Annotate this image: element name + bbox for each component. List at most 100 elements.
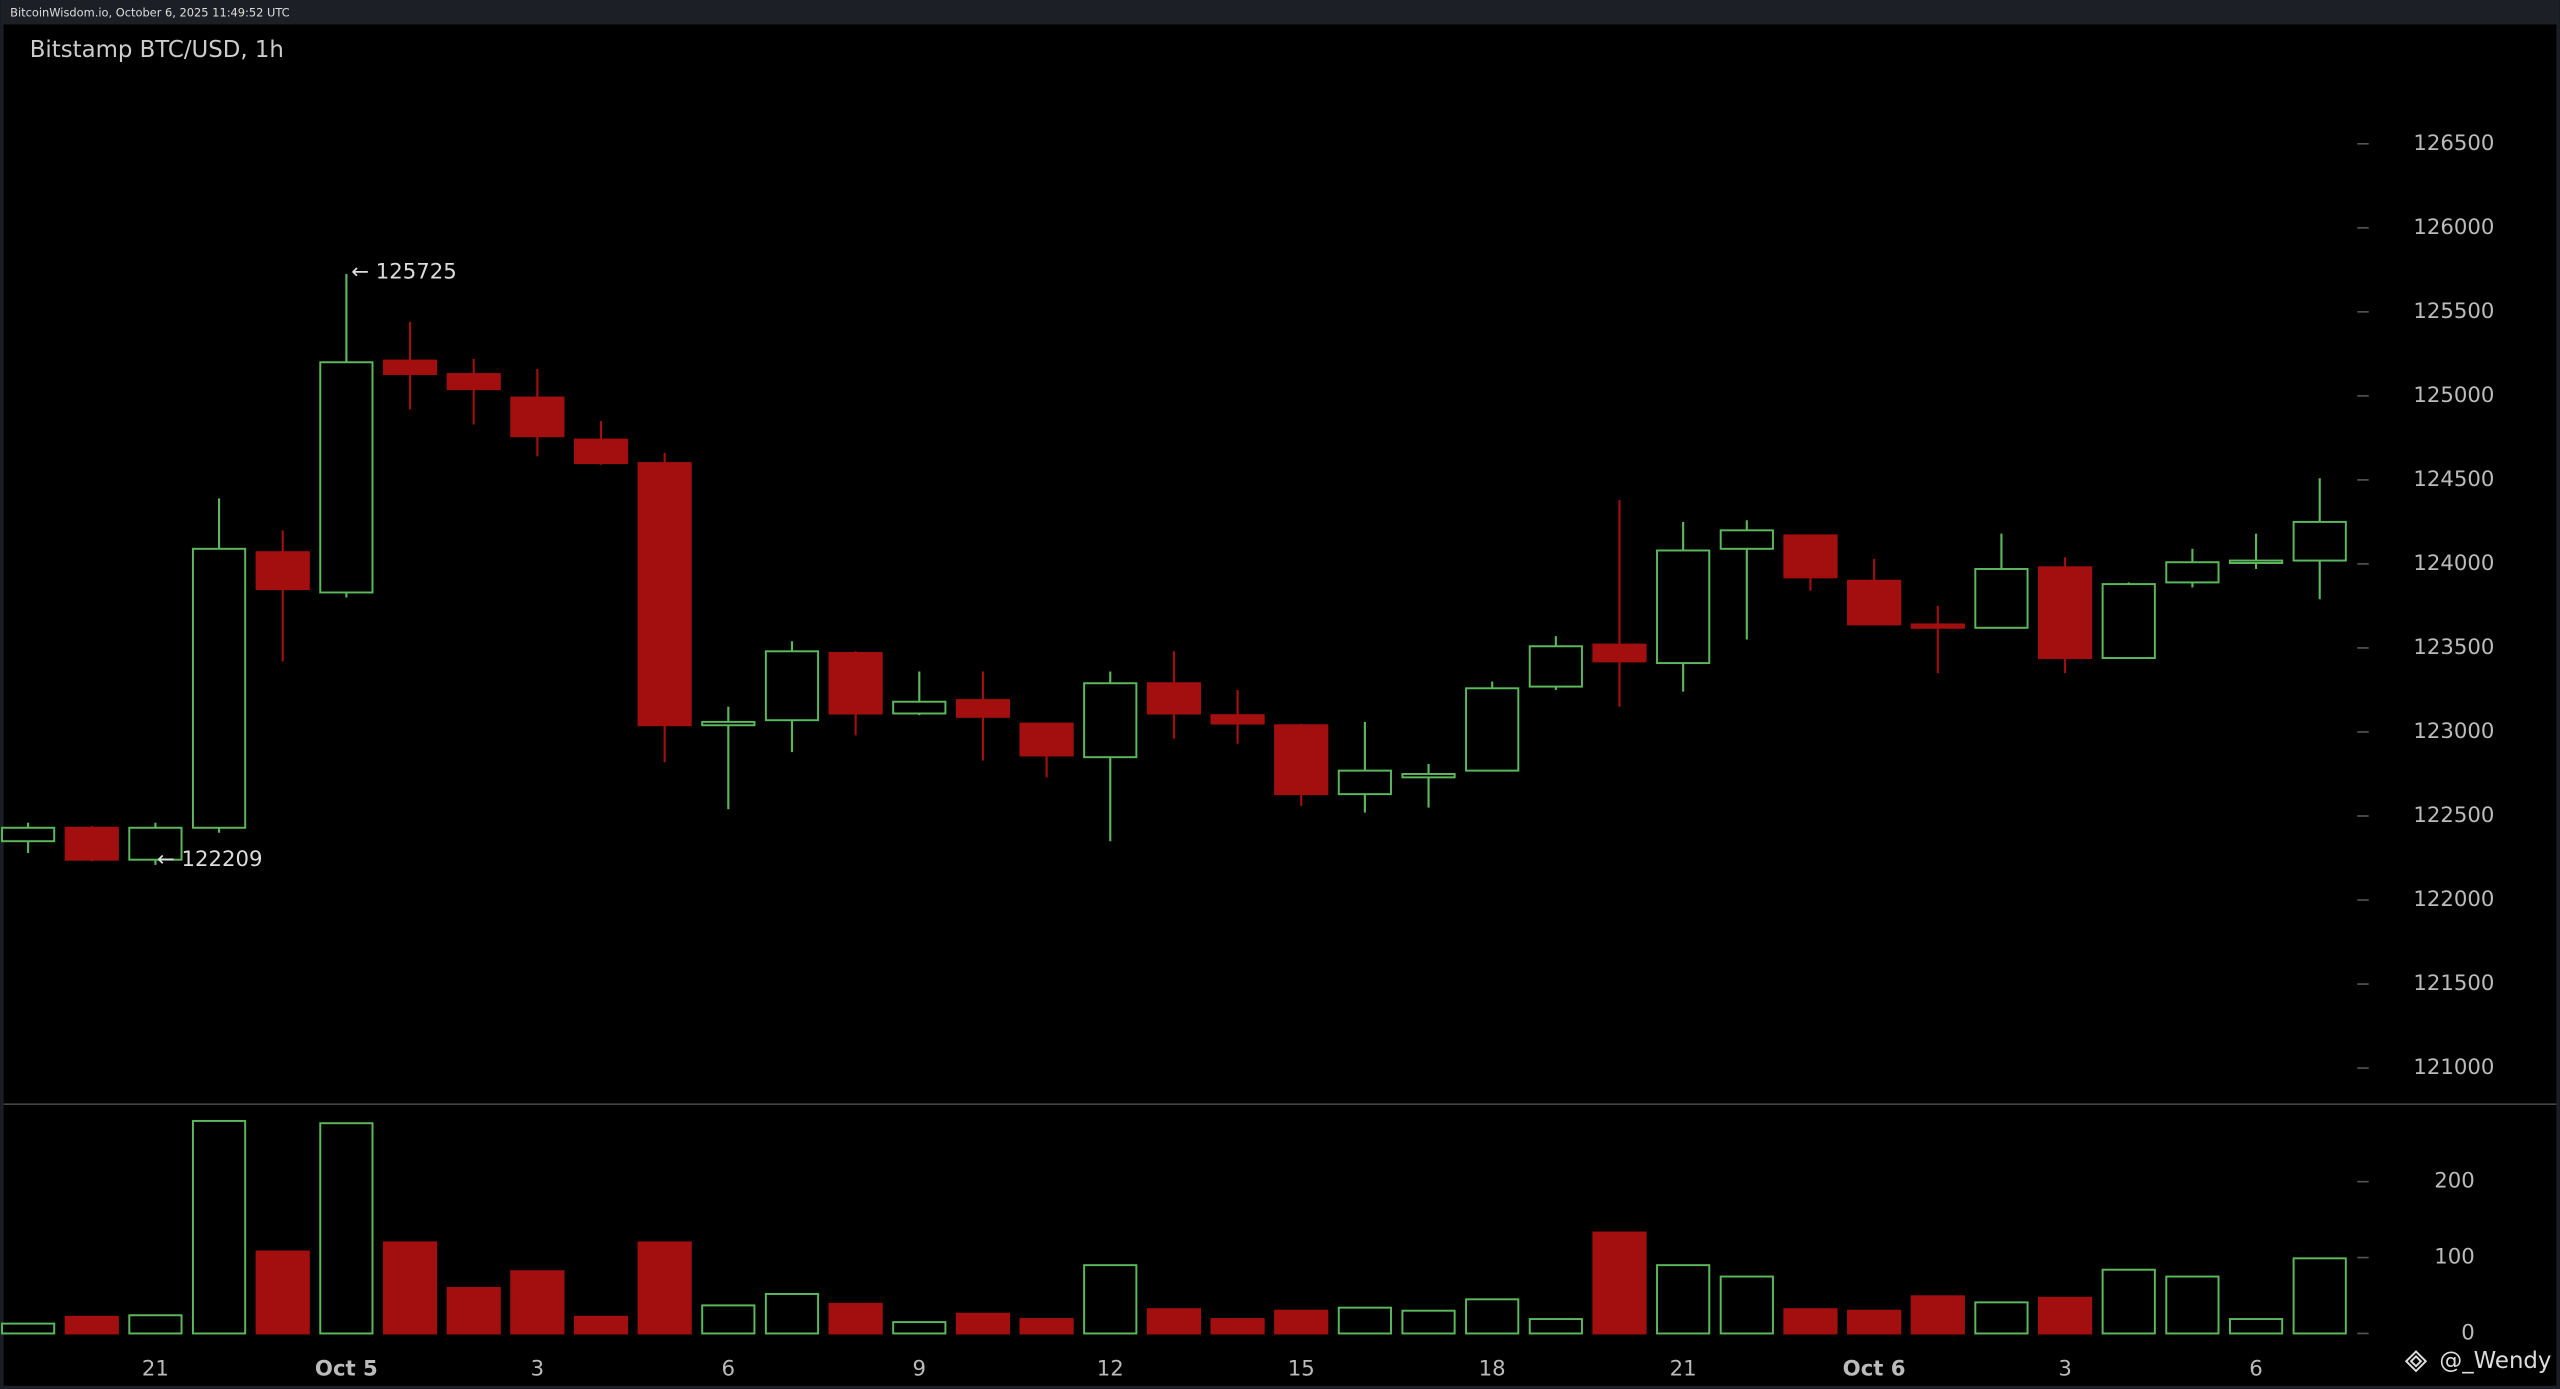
candle-body bbox=[2101, 583, 2156, 660]
x-tick-label: 15 bbox=[1288, 1356, 1315, 1381]
y-tick-label: 126000 bbox=[2413, 215, 2494, 240]
candle-body bbox=[255, 551, 310, 591]
candle-body bbox=[1337, 769, 1392, 796]
watermark-icon bbox=[2404, 1350, 2428, 1373]
y-tick-label: 123500 bbox=[2413, 635, 2494, 660]
y-tick-label: 122500 bbox=[2413, 803, 2494, 828]
volume-bar bbox=[1, 1322, 56, 1335]
x-tick-label: 21 bbox=[1670, 1356, 1697, 1381]
volume-bar bbox=[2165, 1275, 2220, 1335]
candle-body bbox=[2292, 520, 2347, 562]
candle-body bbox=[1656, 549, 1711, 665]
candle-body bbox=[1974, 567, 2029, 629]
candle-body bbox=[764, 650, 820, 722]
volume-bar bbox=[764, 1293, 820, 1335]
volume-bar bbox=[1910, 1295, 1965, 1335]
y-tick-label: 125500 bbox=[2413, 299, 2494, 324]
volume-bar bbox=[2228, 1318, 2284, 1335]
y-tick-label: 122000 bbox=[2413, 887, 2494, 912]
y-tick-label: 123000 bbox=[2413, 719, 2494, 744]
candle-body bbox=[2165, 561, 2220, 584]
volume-bar bbox=[1210, 1318, 1265, 1335]
max-annotation: ← 125725 bbox=[351, 259, 456, 284]
volume-bar bbox=[255, 1250, 310, 1335]
candle-body bbox=[1146, 682, 1202, 715]
candle-body bbox=[1910, 623, 1965, 629]
volume-tick-label: 100 bbox=[2434, 1245, 2474, 1270]
volume-bar bbox=[1656, 1264, 1711, 1335]
volume-bar bbox=[1019, 1318, 1074, 1335]
candle-body bbox=[128, 826, 183, 861]
y-tick-label: 121500 bbox=[2413, 971, 2494, 996]
candle-body bbox=[1719, 529, 1774, 550]
volume-bar bbox=[2101, 1268, 2156, 1335]
volume-tick-label: 200 bbox=[2434, 1169, 2474, 1194]
volume-bar bbox=[1592, 1231, 1647, 1335]
chart-title: Bitstamp BTC/USD, 1h bbox=[30, 37, 284, 63]
x-tick-label: Oct 6 bbox=[1843, 1356, 1906, 1381]
y-tick-label: 125000 bbox=[2413, 383, 2494, 408]
candle-body bbox=[1210, 714, 1265, 725]
volume-bar bbox=[1974, 1301, 2029, 1335]
candle-body bbox=[319, 361, 374, 594]
y-tick-label: 121000 bbox=[2413, 1055, 2494, 1080]
candle-body bbox=[1, 826, 56, 843]
x-tick-label: Oct 5 bbox=[315, 1356, 378, 1381]
volume-bar bbox=[382, 1241, 438, 1335]
candle-body bbox=[1401, 773, 1456, 779]
candle-body bbox=[2228, 559, 2284, 564]
volume-tick-label: 0 bbox=[2461, 1320, 2475, 1345]
volume-bar bbox=[1401, 1309, 1456, 1335]
y-tick-label: 124000 bbox=[2413, 551, 2494, 576]
watermark: @_Wendy bbox=[2439, 1348, 2551, 1374]
x-tick-label: 18 bbox=[1479, 1356, 1506, 1381]
y-tick-label: 126500 bbox=[2413, 131, 2494, 156]
chart-background bbox=[3, 24, 2557, 1386]
x-tick-label: 3 bbox=[2058, 1356, 2072, 1381]
candle-body bbox=[1465, 687, 1520, 772]
candle-body bbox=[1847, 579, 1902, 626]
x-tick-label: 9 bbox=[913, 1356, 927, 1381]
volume-bar bbox=[573, 1315, 629, 1335]
y-tick-label: 124500 bbox=[2413, 467, 2494, 492]
volume-bar bbox=[191, 1119, 247, 1335]
candle-body bbox=[510, 396, 565, 438]
candle-body bbox=[64, 826, 119, 861]
volume-bar bbox=[446, 1286, 501, 1335]
volume-bar bbox=[892, 1321, 947, 1335]
volume-bar bbox=[701, 1304, 756, 1335]
min-annotation: ← 122209 bbox=[157, 847, 262, 872]
volume-bar bbox=[1783, 1308, 1838, 1335]
volume-bar bbox=[2292, 1257, 2347, 1335]
candle-body bbox=[1083, 682, 1138, 759]
volume-bar bbox=[637, 1241, 692, 1335]
candle-body bbox=[892, 700, 947, 715]
candle-body bbox=[637, 462, 692, 727]
candle-body bbox=[701, 720, 756, 727]
candle-body bbox=[955, 699, 1011, 718]
volume-bar bbox=[319, 1122, 374, 1335]
volume-bar bbox=[1719, 1275, 1774, 1335]
candle-body bbox=[191, 547, 247, 829]
candle-body bbox=[2037, 566, 2093, 660]
x-tick-label: 12 bbox=[1097, 1356, 1124, 1381]
volume-bar bbox=[1528, 1318, 1583, 1335]
x-tick-label: 6 bbox=[722, 1356, 736, 1381]
candle-body bbox=[382, 359, 438, 376]
volume-bar bbox=[1083, 1264, 1138, 1335]
candle-body bbox=[573, 438, 629, 465]
volume-bar bbox=[828, 1302, 883, 1335]
candle-body bbox=[828, 652, 883, 715]
candle-body bbox=[446, 373, 501, 391]
candle-body bbox=[1274, 724, 1329, 796]
header: BitcoinWisdom.io, October 6, 2025 11:49:… bbox=[10, 6, 290, 20]
volume-bar bbox=[955, 1312, 1011, 1335]
volume-bar bbox=[2037, 1296, 2093, 1335]
x-tick-label: 21 bbox=[142, 1356, 169, 1381]
candle-body bbox=[1592, 643, 1647, 663]
volume-bar bbox=[1274, 1309, 1329, 1335]
volume-bar bbox=[1146, 1308, 1202, 1335]
volume-bar bbox=[64, 1315, 119, 1335]
candle-body bbox=[1783, 534, 1838, 579]
